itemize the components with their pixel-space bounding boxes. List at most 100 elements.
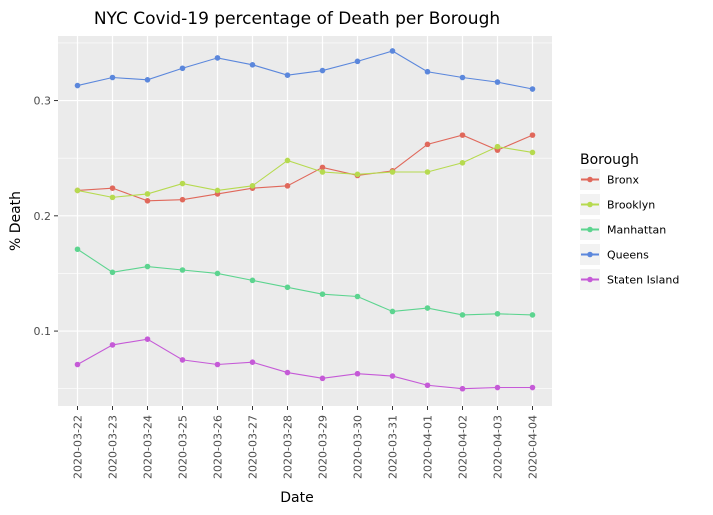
data-point-queens [144, 77, 151, 83]
legend-key-point [587, 226, 593, 233]
data-point-queens [179, 65, 186, 72]
series-line-queens [77, 50, 533, 90]
data-point-brooklyn [144, 191, 151, 197]
major-gridlines [58, 36, 552, 406]
y-axis-title: % Death [8, 191, 24, 251]
plot-panel [58, 36, 552, 406]
x-tick-label: 2020-03-27 [247, 415, 260, 479]
data-point-queens [494, 79, 501, 85]
legend-key-point [587, 276, 593, 283]
x-tick-label: 2020-04-02 [457, 415, 470, 479]
data-point-manhattan [284, 284, 291, 291]
data-point-brooklyn [284, 157, 291, 164]
data-point-manhattan [354, 293, 361, 300]
data-point-staten-island [354, 370, 361, 377]
data-point-bronx [319, 164, 326, 171]
x-tick-label: 2020-04-04 [527, 415, 540, 479]
data-point-staten-island [494, 384, 501, 391]
x-tick-label: 2020-03-26 [212, 415, 225, 479]
legend-title: Borough [580, 152, 639, 168]
data-point-manhattan [179, 267, 186, 273]
x-tick-label: 2020-03-28 [282, 415, 295, 479]
y-axis: 0.1 0.2 0.3 [34, 95, 58, 338]
series-line-staten-island [77, 338, 533, 390]
data-point-bronx [529, 132, 536, 138]
data-point-manhattan [249, 277, 256, 284]
data-point-manhattan [319, 291, 326, 297]
data-point-manhattan [424, 305, 431, 311]
data-point-brooklyn [529, 149, 536, 156]
data-point-queens [319, 67, 326, 74]
legend-item-manhattan: Manhattan [580, 219, 666, 240]
data-point-staten-island [179, 357, 186, 363]
data-point-brooklyn [424, 169, 431, 175]
data-point-brooklyn [494, 143, 501, 150]
legend-label: Brooklyn [607, 199, 655, 212]
x-tick-label: 2020-03-29 [317, 415, 330, 479]
data-point-brooklyn [319, 169, 326, 175]
data-point-bronx [144, 198, 151, 204]
legend-label: Manhattan [607, 224, 666, 237]
data-point-manhattan [494, 310, 501, 317]
data-point-manhattan [144, 263, 151, 270]
legend-item-queens: Queens [580, 244, 649, 265]
data-point-staten-island [424, 382, 431, 389]
data-point-brooklyn [389, 169, 396, 175]
y-tick-label: 0.3 [34, 95, 52, 108]
data-point-staten-island [249, 359, 256, 365]
data-point-staten-island [144, 336, 151, 342]
series-line-manhattan [77, 248, 533, 316]
data-point-queens [214, 55, 221, 61]
legend-key-point [587, 176, 593, 183]
data-point-staten-island [109, 342, 116, 348]
data-point-brooklyn [109, 194, 116, 201]
data-point-staten-island [284, 369, 291, 376]
data-point-brooklyn [249, 183, 256, 189]
y-tick-label: 0.2 [34, 210, 52, 223]
data-point-manhattan [109, 269, 116, 276]
data-point-brooklyn [459, 159, 466, 166]
legend-key-point [587, 251, 593, 258]
legend-key-point [587, 201, 593, 208]
data-point-queens [284, 72, 291, 78]
legend: Borough Bronx Brooklyn Manhattan Queens Stat… [580, 152, 679, 290]
data-point-queens [249, 62, 256, 68]
data-point-queens [354, 58, 361, 65]
data-point-staten-island [214, 361, 221, 368]
legend-label: Queens [607, 249, 649, 262]
legend-item-bronx: Bronx [580, 169, 640, 190]
x-axis-title: Date [280, 490, 313, 506]
data-point-bronx [284, 183, 291, 189]
data-point-staten-island [459, 385, 466, 392]
data-point-brooklyn [214, 187, 221, 194]
data-point-staten-island [319, 375, 326, 382]
legend-label: Staten Island [607, 274, 679, 287]
x-tick-label: 2020-04-01 [422, 415, 435, 479]
data-point-manhattan [214, 270, 221, 277]
data-point-bronx [459, 132, 466, 138]
data-point-queens [109, 74, 116, 81]
data-point-manhattan [459, 312, 466, 318]
data-point-queens [389, 48, 396, 54]
minor-gridlines [58, 42, 552, 390]
data-point-bronx [109, 185, 116, 191]
chart-title: NYC Covid-19 percentage of Death per Bor… [94, 9, 500, 29]
data-point-bronx [424, 141, 431, 148]
y-tick-label: 0.1 [34, 325, 52, 338]
legend-item-brooklyn: Brooklyn [580, 194, 655, 215]
data-point-manhattan [529, 312, 536, 318]
data-point-queens [424, 68, 431, 75]
x-tick-label: 2020-03-24 [142, 415, 155, 479]
x-tick-label: 2020-03-25 [177, 415, 190, 479]
data-point-queens [529, 86, 536, 92]
series-layer [74, 48, 536, 392]
data-point-bronx [179, 196, 186, 203]
data-point-manhattan [74, 246, 81, 253]
data-point-brooklyn [179, 180, 186, 187]
legend-item-staten-island: Staten Island [580, 269, 679, 290]
data-point-staten-island [529, 384, 536, 391]
x-tick-label: 2020-03-23 [107, 415, 120, 479]
data-point-queens [74, 82, 81, 89]
data-point-staten-island [74, 361, 81, 368]
